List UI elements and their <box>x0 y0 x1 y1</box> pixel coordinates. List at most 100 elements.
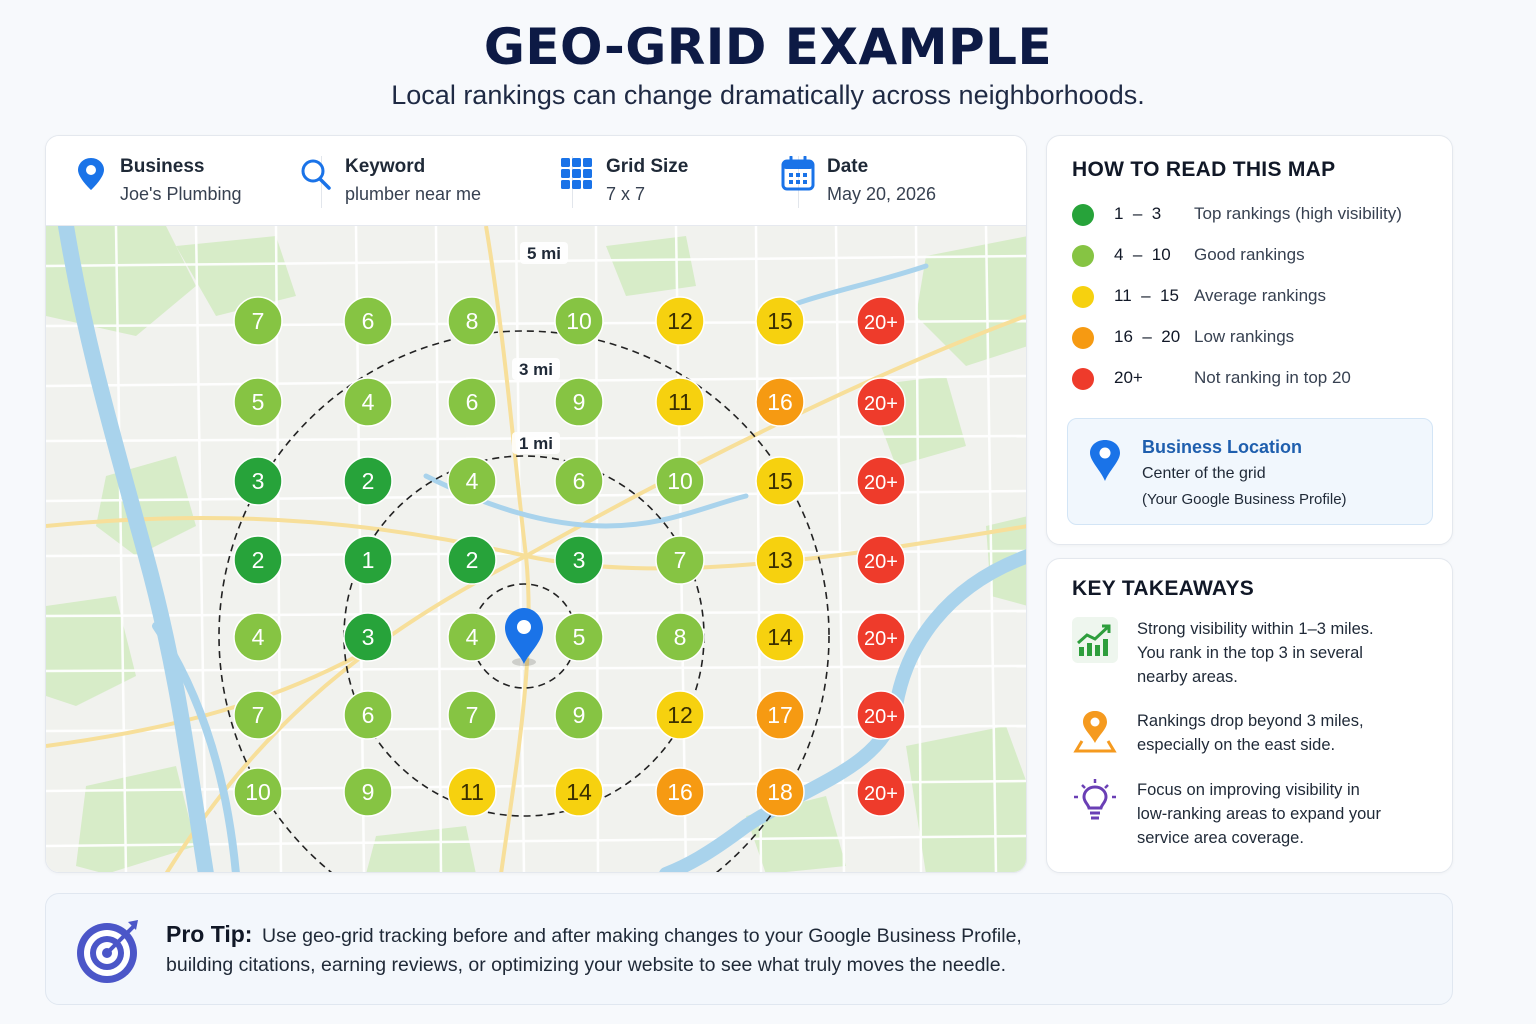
rank-marker-circle <box>856 377 906 427</box>
rank-marker-label: 10 <box>566 308 592 334</box>
business-location-box: Business Location Center of the grid (Yo… <box>1067 418 1433 525</box>
grid-icon <box>561 158 592 189</box>
rank-marker-label: 7 <box>252 702 265 728</box>
rank-marker[interactable]: 2 <box>447 535 497 585</box>
rank-marker[interactable]: 20+ <box>856 296 906 346</box>
rank-marker[interactable]: 6 <box>554 456 604 506</box>
takeaway-text: Rankings drop beyond 3 miles, especially… <box>1137 709 1437 757</box>
rank-marker[interactable]: 9 <box>554 377 604 427</box>
rank-marker-label: 7 <box>674 547 687 573</box>
rank-marker[interactable]: 16 <box>755 377 805 427</box>
rank-marker-circle <box>233 690 283 740</box>
legend-row: 16 – 20 Low rankings <box>1072 325 1452 351</box>
rank-marker-circle <box>755 377 805 427</box>
rank-marker[interactable]: 20+ <box>856 690 906 740</box>
map-area[interactable]: 1 mi 3 mi 5 mi 7 6 8 10 12 15 20+ 5 4 6 9 11 16 20+ 3 2 4 6… <box>46 226 1027 873</box>
legend-dot <box>1072 286 1094 308</box>
rank-marker-label: 11 <box>460 779 484 805</box>
rank-marker-label: 20+ <box>864 783 898 805</box>
rank-marker[interactable]: 12 <box>655 296 705 346</box>
rank-marker[interactable]: 3 <box>343 612 393 662</box>
rank-marker[interactable]: 7 <box>233 296 283 346</box>
search-icon <box>301 159 331 190</box>
rank-marker-label: 3 <box>362 624 375 650</box>
rank-marker-circle <box>447 296 497 346</box>
legend-range: 20+ <box>1114 368 1143 387</box>
rank-marker-label: 17 <box>767 702 793 728</box>
rank-marker[interactable]: 20+ <box>856 456 906 506</box>
rank-marker-label: 2 <box>362 468 375 494</box>
rank-marker[interactable]: 12 <box>655 690 705 740</box>
legend-row: 4 – 10 Good rankings <box>1072 243 1452 269</box>
rank-marker-label: 3 <box>252 468 265 494</box>
rank-marker-label: 1 <box>362 547 375 573</box>
rank-marker[interactable]: 7 <box>655 535 705 585</box>
rank-marker-label: 16 <box>667 779 693 805</box>
rank-marker[interactable]: 20+ <box>856 377 906 427</box>
rank-marker-label: 10 <box>667 468 693 494</box>
rank-marker[interactable]: 10 <box>554 296 604 346</box>
legend-range: 1 – 3 <box>1114 204 1162 223</box>
rank-marker-circle <box>343 690 393 740</box>
legend-dot <box>1072 368 1094 390</box>
rank-marker[interactable]: 11 <box>655 377 705 427</box>
rank-marker[interactable]: 20+ <box>856 612 906 662</box>
rank-marker[interactable]: 4 <box>233 612 283 662</box>
rank-marker[interactable]: 2 <box>233 535 283 585</box>
rank-marker[interactable]: 11 <box>447 767 497 817</box>
map-canvas[interactable]: 1 mi3 mi5 mi 7 6 8 10 12 15 20+5 4 6 9 11 16 20+3 2 4 6… <box>46 226 1027 873</box>
ring-label: 1 mi <box>519 434 553 453</box>
rank-marker[interactable]: 14 <box>755 612 805 662</box>
rank-marker[interactable]: 5 <box>554 612 604 662</box>
rank-marker[interactable]: 2 <box>343 456 393 506</box>
rank-marker-label: 16 <box>767 389 793 415</box>
rank-marker[interactable]: 20+ <box>856 767 906 817</box>
rank-marker[interactable]: 9 <box>554 690 604 740</box>
rank-marker[interactable]: 8 <box>655 612 705 662</box>
business-location-pin[interactable] <box>505 608 543 666</box>
rank-marker[interactable]: 6 <box>343 690 393 740</box>
lightbulb-icon <box>1074 779 1116 820</box>
rank-marker[interactable]: 3 <box>554 535 604 585</box>
rank-marker-label: 7 <box>466 702 479 728</box>
rank-marker-circle <box>233 456 283 506</box>
rank-marker-circle <box>856 535 906 585</box>
rank-marker-label: 15 <box>767 468 793 494</box>
rank-marker[interactable]: 13 <box>755 535 805 585</box>
takeaway-line: Rankings drop beyond 3 miles, <box>1137 712 1364 730</box>
rank-marker-circle <box>856 612 906 662</box>
rank-marker-circle <box>343 377 393 427</box>
rank-marker[interactable]: 10 <box>233 767 283 817</box>
rank-marker[interactable]: 15 <box>755 296 805 346</box>
rank-marker[interactable]: 16 <box>655 767 705 817</box>
rank-marker[interactable]: 7 <box>233 690 283 740</box>
rank-marker[interactable]: 10 <box>655 456 705 506</box>
pro-tip-label: Pro Tip: <box>166 921 253 947</box>
rank-marker-label: 4 <box>362 389 375 415</box>
rank-marker-circle <box>655 612 705 662</box>
legend-row: 11 – 15 Average rankings <box>1072 284 1452 310</box>
rank-marker[interactable]: 3 <box>233 456 283 506</box>
rank-marker[interactable]: 6 <box>447 377 497 427</box>
rank-marker[interactable]: 4 <box>447 612 497 662</box>
rank-marker-label: 14 <box>566 779 592 805</box>
rank-marker-circle <box>343 296 393 346</box>
rank-marker[interactable]: 5 <box>233 377 283 427</box>
rank-marker[interactable]: 18 <box>755 767 805 817</box>
rank-marker[interactable]: 6 <box>343 296 393 346</box>
rank-marker[interactable]: 20+ <box>856 535 906 585</box>
info-grid-size-label: Grid Size <box>606 156 689 177</box>
rank-marker[interactable]: 15 <box>755 456 805 506</box>
rank-marker[interactable]: 4 <box>343 377 393 427</box>
rank-marker-circle <box>856 690 906 740</box>
rank-marker-label: 15 <box>767 308 793 334</box>
rank-marker[interactable]: 9 <box>343 767 393 817</box>
rank-marker[interactable]: 17 <box>755 690 805 740</box>
rank-marker[interactable]: 8 <box>447 296 497 346</box>
info-date-label: Date <box>827 156 869 177</box>
rank-marker[interactable]: 4 <box>447 456 497 506</box>
rank-marker[interactable]: 7 <box>447 690 497 740</box>
rank-marker-label: 8 <box>466 308 479 334</box>
rank-marker[interactable]: 14 <box>554 767 604 817</box>
rank-marker[interactable]: 1 <box>343 535 393 585</box>
